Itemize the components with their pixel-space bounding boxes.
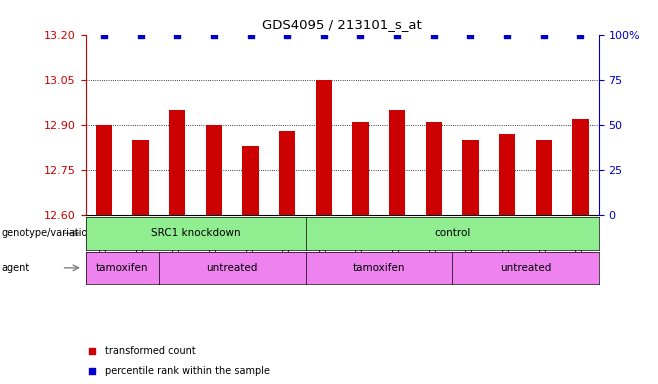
Point	[209, 31, 219, 38]
Point	[99, 31, 109, 38]
Bar	[242, 146, 259, 215]
Bar	[389, 110, 405, 215]
Bar	[352, 122, 368, 215]
Bar	[572, 119, 589, 215]
Text: untreated: untreated	[500, 263, 551, 273]
Bar	[205, 125, 222, 215]
Point	[575, 31, 586, 38]
Point	[428, 31, 439, 38]
Point	[353, 96, 363, 102]
Point	[282, 31, 292, 38]
Text: tamoxifen: tamoxifen	[96, 263, 149, 273]
Bar	[95, 125, 112, 215]
Point	[392, 31, 403, 38]
Bar	[169, 110, 186, 215]
Text: percentile rank within the sample: percentile rank within the sample	[105, 366, 270, 376]
Point	[245, 31, 256, 38]
Point	[538, 31, 549, 38]
Point	[318, 31, 329, 38]
Bar	[462, 140, 479, 215]
Title: GDS4095 / 213101_s_at: GDS4095 / 213101_s_at	[263, 18, 422, 31]
Text: transformed count: transformed count	[105, 346, 195, 356]
Text: untreated: untreated	[207, 263, 258, 273]
Point	[136, 31, 146, 38]
Point	[502, 31, 513, 38]
Bar	[132, 140, 149, 215]
Point	[465, 31, 476, 38]
Text: control: control	[434, 228, 470, 238]
Bar	[499, 134, 515, 215]
Text: SRC1 knockdown: SRC1 knockdown	[151, 228, 240, 238]
Text: tamoxifen: tamoxifen	[353, 263, 405, 273]
Text: agent: agent	[2, 263, 30, 273]
Point	[355, 31, 366, 38]
Point	[353, 278, 363, 284]
Text: genotype/variation: genotype/variation	[2, 228, 94, 238]
Bar	[316, 79, 332, 215]
Bar	[279, 131, 295, 215]
Point	[172, 31, 182, 38]
Bar	[426, 122, 442, 215]
Bar	[536, 140, 552, 215]
